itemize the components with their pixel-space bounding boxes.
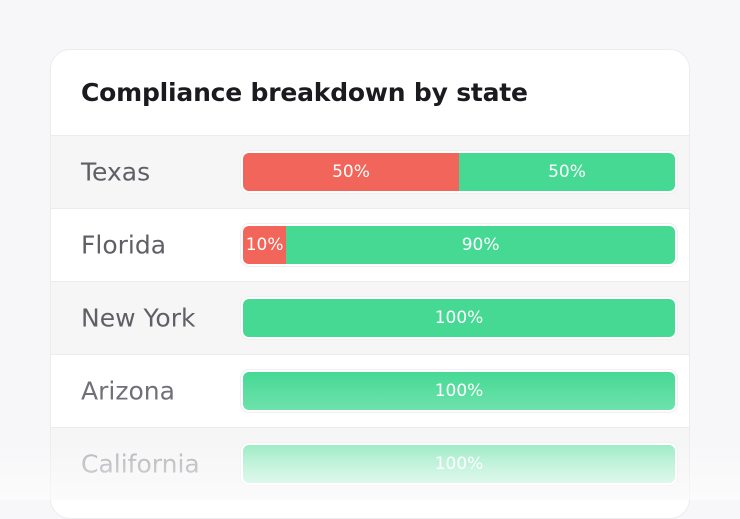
state-list: Texas 50% 50% Florida 10% 90% New York xyxy=(51,135,689,500)
state-label: Florida xyxy=(81,230,167,260)
non-compliant-segment: 10% xyxy=(243,226,287,264)
compliant-segment: 100% xyxy=(243,445,675,483)
compliance-bar: 50% 50% xyxy=(240,150,678,194)
non-compliant-segment: 50% xyxy=(243,153,459,191)
state-row-arizona: Arizona 100% xyxy=(51,354,689,427)
state-label: New York xyxy=(81,303,196,333)
state-label: Arizona xyxy=(81,376,175,406)
compliant-segment: 90% xyxy=(286,226,675,264)
state-row-texas: Texas 50% 50% xyxy=(51,135,689,208)
state-label: California xyxy=(81,449,200,479)
compliance-bar: 100% xyxy=(240,442,678,486)
compliance-bar: 100% xyxy=(240,369,678,413)
compliance-bar: 100% xyxy=(240,296,678,340)
state-row-florida: Florida 10% 90% xyxy=(51,208,689,281)
state-label: Texas xyxy=(81,157,151,187)
compliant-segment: 50% xyxy=(459,153,675,191)
compliant-segment: 100% xyxy=(243,372,675,410)
state-row-new-york: New York 100% xyxy=(51,281,689,354)
card-title: Compliance breakdown by state xyxy=(81,78,528,107)
state-row-california: California 100% xyxy=(51,427,689,500)
compliance-bar: 10% 90% xyxy=(240,223,678,267)
compliant-segment: 100% xyxy=(243,299,675,337)
compliance-card: Compliance breakdown by state Texas 50% … xyxy=(50,49,690,519)
